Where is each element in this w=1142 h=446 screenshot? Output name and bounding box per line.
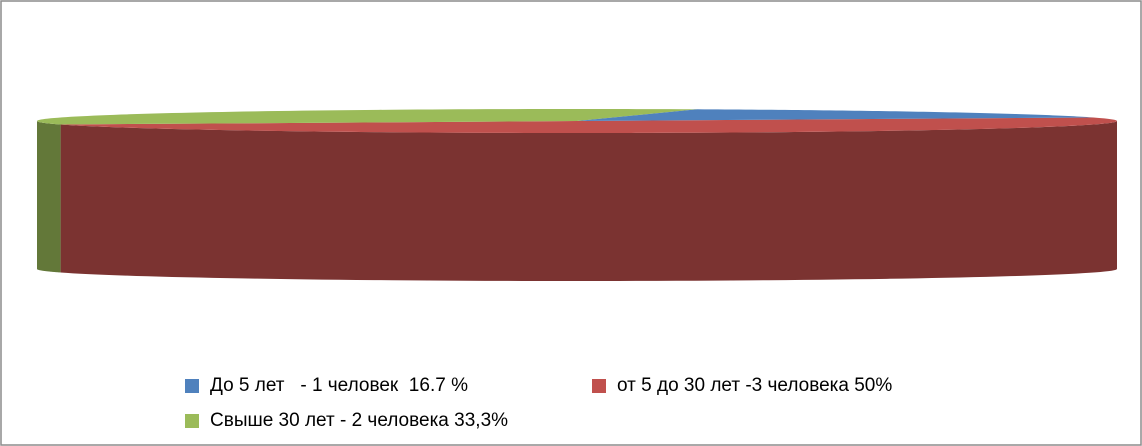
legend-swatch — [592, 379, 606, 393]
pie-slice — [60, 117, 1117, 133]
pie-slice-side — [37, 121, 61, 273]
pie-slice — [37, 109, 698, 125]
legend-label: от 5 до 30 лет -3 человека 50% — [617, 375, 892, 396]
legend-label: До 5 лет - 1 человек 16.7 % — [210, 375, 468, 396]
legend-swatch — [185, 379, 199, 393]
pie-slice — [577, 109, 1094, 121]
legend-swatch — [185, 414, 199, 428]
legend-label: Свыше 30 лет - 2 человека 33,3% — [210, 410, 508, 431]
pie-slice-side — [60, 121, 1118, 281]
